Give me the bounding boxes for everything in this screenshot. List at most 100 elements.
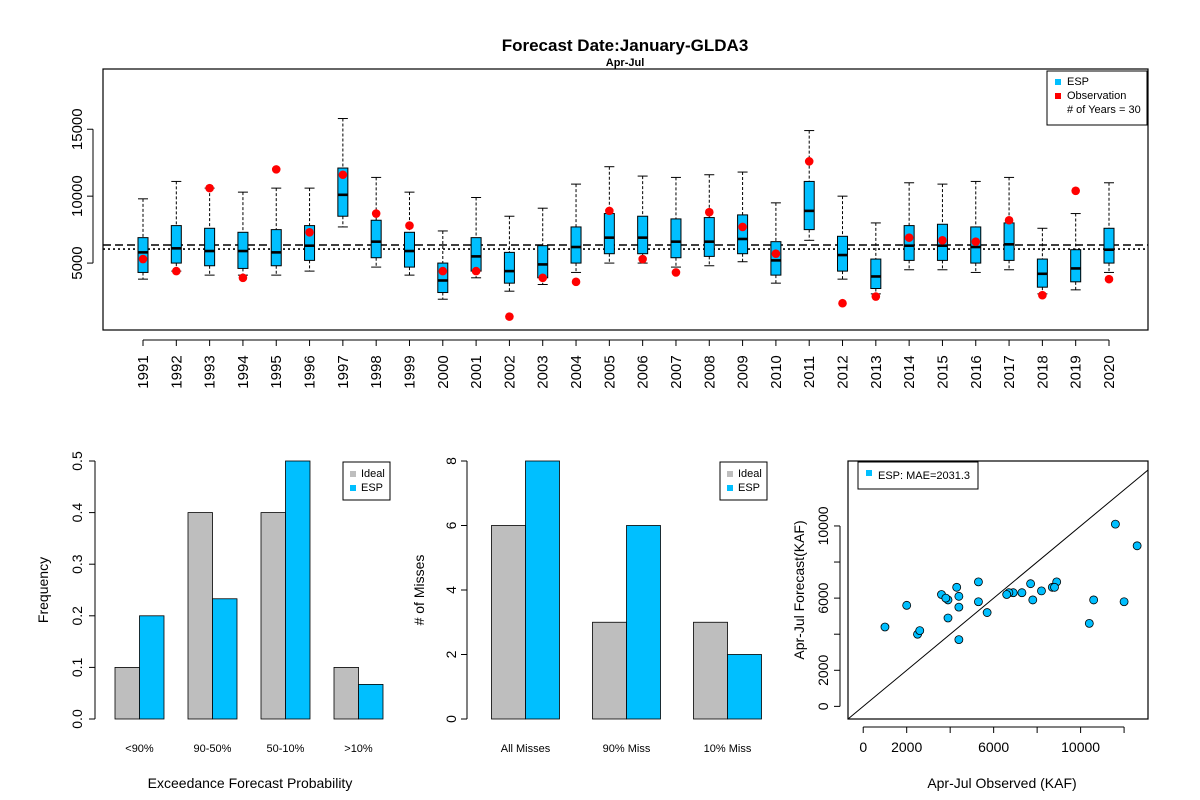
scatter-point (1110, 519, 1120, 529)
observation-point (904, 233, 914, 242)
x-tick-label: 2005 (601, 355, 618, 388)
scatter-point (974, 577, 983, 587)
scatter-point (954, 602, 964, 612)
x-tick-label: 1997 (335, 355, 352, 388)
legend-label: ESP (361, 482, 383, 494)
observation-point (538, 273, 548, 283)
scatter-point (1026, 579, 1036, 589)
esp-bar (727, 654, 762, 720)
y-tick-label: 0.4 (69, 503, 85, 523)
legend-swatch (1055, 79, 1061, 85)
observation-point (338, 170, 348, 180)
observation-point (371, 209, 381, 218)
y-tick-label: 0 (815, 702, 831, 710)
category-label: 90% Miss (603, 743, 651, 755)
y-tick-label: 0.3 (69, 554, 85, 574)
scatter-panel: 0 2000 6000 10000 0 2000 6000 10000 Apr-Jul Obse… (791, 460, 1149, 791)
x-tick-label: 2006 (635, 355, 652, 388)
esp-box (670, 218, 682, 259)
x-tick-label: 10000 (1061, 739, 1100, 755)
scatter-point (952, 582, 962, 592)
observation-point (172, 266, 181, 276)
x-tick-label: 0 (859, 739, 867, 755)
x-tick-label: 2019 (1068, 355, 1085, 388)
x-tick-label: 2015 (934, 355, 951, 388)
esp-bar (525, 460, 560, 720)
x-tick-label: 2010 (768, 355, 785, 388)
y-tick-label: 2000 (815, 655, 831, 686)
legend-swatch (350, 471, 356, 477)
legend-box (857, 461, 979, 490)
y-axis-title: Frequency (35, 557, 51, 623)
scatter-point (915, 626, 925, 635)
observation-point (1071, 186, 1080, 196)
observation-point (605, 206, 614, 216)
observation-point (771, 249, 781, 259)
scatter-point (902, 600, 912, 610)
category-label: 50-10% (267, 743, 305, 755)
misses-bar-panel: 0 2 4 6 8 All Misses 90% Miss 10% Miss Ideal ESP #… (411, 457, 768, 755)
scatter-point (954, 591, 964, 601)
x-tick-label: 2011 (801, 356, 818, 388)
esp-box (703, 217, 715, 257)
observation-point (804, 157, 814, 166)
ideal-bar (491, 525, 526, 720)
y-tick-label: 5000 (69, 246, 86, 279)
observation-point (571, 277, 581, 287)
legend-box (719, 461, 768, 501)
x-tick-label: 2018 (1034, 355, 1051, 388)
scatter-point (880, 622, 890, 632)
esp-box (837, 235, 849, 272)
x-tick-label: 2016 (968, 355, 985, 388)
one-to-one-line (847, 469, 1149, 720)
x-tick-label: 2014 (901, 355, 918, 388)
x-tick-label: 1991 (135, 355, 152, 388)
esp-box (304, 225, 316, 261)
esp-bar (139, 615, 165, 720)
esp-box (204, 227, 216, 267)
x-axis-title: Exceedance Forecast Probability (148, 775, 353, 791)
observation-point (238, 273, 248, 283)
plot-frame (102, 68, 1149, 331)
esp-box (803, 180, 815, 231)
y-tick-label: 0.2 (69, 606, 85, 626)
x-tick-label: 2002 (501, 355, 518, 388)
x-tick-label: 2001 (468, 355, 485, 388)
esp-box (370, 219, 382, 259)
x-tick-label: 1993 (202, 355, 219, 388)
legend-swatch (1055, 93, 1061, 99)
scatter-point (1002, 590, 1012, 599)
ideal-bar (260, 512, 286, 720)
y-tick-label: 0.1 (69, 657, 85, 677)
legend-label: Ideal (738, 468, 762, 480)
x-tick-label: 2017 (1001, 355, 1018, 388)
y-tick-label: 8 (443, 457, 459, 465)
x-tick-label: 2012 (835, 355, 852, 388)
esp-box (270, 229, 282, 267)
legend-label: ESP (1067, 76, 1089, 88)
figure-title: Forecast Date:January-GLDA3 (502, 36, 749, 55)
observation-point (1004, 215, 1014, 225)
observation-point (971, 237, 981, 246)
esp-box (170, 225, 182, 264)
frequency-bar-panel: 0.0 0.1 0.2 0.3 0.4 0.5 <90% 90-50% 50-10% >10% Id… (35, 451, 391, 791)
boxplot-panel: 5000 10000 15000 1991 1992 1993 1994 1995 1996 19… (69, 68, 1149, 389)
ideal-bar (592, 621, 627, 720)
esp-bar (212, 598, 238, 720)
y-tick-label: 6000 (815, 582, 831, 613)
esp-box (903, 225, 915, 261)
legend-swatch (727, 471, 733, 477)
scatter-point (1084, 618, 1094, 628)
category-label: >10% (344, 743, 373, 755)
esp-box (1070, 249, 1082, 283)
observation-point (271, 165, 281, 174)
esp-box (503, 251, 515, 284)
observation-point (305, 227, 314, 237)
scatter-point (974, 597, 983, 607)
esp-box (637, 215, 649, 255)
y-tick-label: 10000 (69, 175, 86, 217)
x-tick-label: 1998 (368, 355, 385, 388)
esp-box (537, 245, 549, 279)
ideal-bar (114, 667, 140, 720)
